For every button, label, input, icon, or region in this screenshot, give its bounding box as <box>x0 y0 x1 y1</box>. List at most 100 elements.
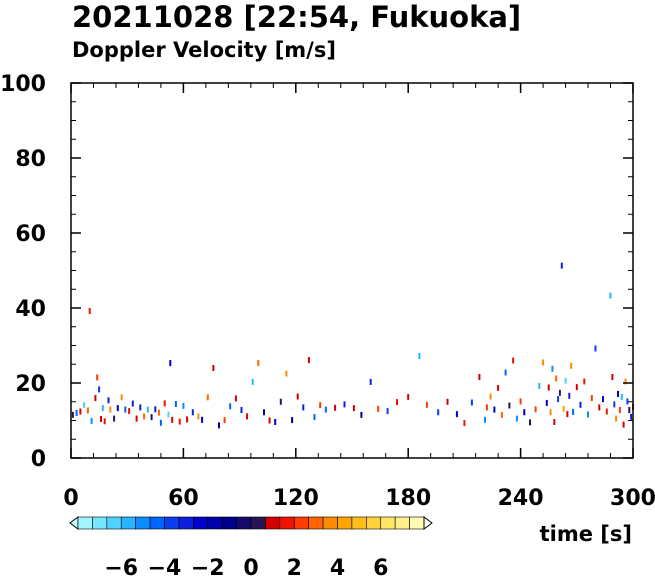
colorbar-tick-label: −6 <box>104 556 138 577</box>
velocity-point <box>478 374 481 380</box>
velocity-point <box>602 396 604 403</box>
velocity-point <box>201 416 204 423</box>
colorbar-tick-label: 4 <box>330 556 345 577</box>
velocity-point <box>171 416 174 423</box>
colorbar-bin <box>92 516 108 530</box>
velocity-point <box>94 395 97 401</box>
velocity-point <box>319 402 322 409</box>
velocity-point <box>463 420 466 427</box>
velocity-point <box>71 411 74 418</box>
velocity-point <box>547 384 550 391</box>
colorbar-bin <box>308 516 324 530</box>
x-tick-label: 120 <box>273 486 319 511</box>
velocity-point <box>120 394 123 401</box>
velocity-point <box>146 406 149 413</box>
x-tick-label: 300 <box>610 486 655 511</box>
colorbar-bin <box>193 516 209 530</box>
colorbar-bin <box>178 516 194 530</box>
velocity-point <box>624 378 627 385</box>
velocity-point <box>489 393 492 400</box>
colorbar-bin <box>394 516 410 530</box>
colorbar-bin <box>366 516 382 530</box>
velocity-point <box>124 406 127 413</box>
velocity-point <box>566 411 569 418</box>
velocity-point <box>605 408 608 415</box>
colorbar-bin <box>221 516 237 530</box>
colorbar: −6 −4 −2 0 2 4 6 <box>69 516 433 581</box>
y-tick-label: 100 <box>0 72 46 97</box>
velocity-point <box>575 384 578 391</box>
velocity-point <box>150 414 153 421</box>
velocity-point <box>500 411 503 418</box>
velocity-point <box>98 386 101 393</box>
velocity-point <box>549 409 552 416</box>
velocity-point <box>291 417 294 424</box>
velocity-point <box>263 409 265 416</box>
velocity-point <box>107 397 110 404</box>
chart-title: 20211028 [22:54, Fukuoka] <box>72 0 521 34</box>
velocity-point <box>579 401 582 408</box>
velocity-point <box>515 415 518 422</box>
velocity-point <box>159 419 162 426</box>
velocity-point <box>407 393 410 400</box>
velocity-point <box>324 406 327 413</box>
velocity-point <box>191 409 194 416</box>
colorbar-bin <box>207 516 223 530</box>
velocity-point <box>386 408 389 415</box>
velocity-point <box>360 411 363 418</box>
velocity-point <box>218 422 220 429</box>
y-tick-label: 20 <box>15 372 46 397</box>
velocity-point <box>100 416 102 422</box>
x-tick-label: 0 <box>63 486 78 511</box>
velocity-point <box>519 398 522 405</box>
velocity-point <box>197 413 200 420</box>
colorbar-high-arrow <box>423 516 433 530</box>
velocity-point <box>128 408 131 415</box>
velocity-point <box>529 419 531 426</box>
velocity-point <box>564 377 567 384</box>
velocity-point <box>246 413 249 420</box>
colorbar-bin <box>135 516 151 530</box>
velocity-point <box>615 415 618 422</box>
velocity-point <box>446 398 449 405</box>
colorbar-bin <box>322 516 338 530</box>
y-tick-label: 80 <box>15 147 46 172</box>
colorbar-tick-label: 6 <box>373 556 388 577</box>
colorbar-bin <box>120 516 136 530</box>
x-axis-label: time [s] <box>540 522 632 546</box>
y-tick-label: 0 <box>31 447 46 472</box>
velocity-point <box>455 411 458 418</box>
velocity-point <box>568 392 571 399</box>
colorbar-bin <box>236 516 252 530</box>
velocity-point <box>240 407 243 413</box>
velocity-point <box>609 292 612 299</box>
velocity-point <box>212 365 215 371</box>
colorbar-bin <box>77 516 93 530</box>
velocity-point <box>103 418 106 425</box>
velocity-point <box>598 404 601 411</box>
velocity-point <box>178 418 181 425</box>
velocity-point <box>560 262 563 269</box>
velocity-point <box>90 417 93 424</box>
velocity-point <box>154 406 157 413</box>
velocity-point <box>285 370 288 377</box>
colorbar-tick-label: 0 <box>243 556 258 577</box>
velocity-point <box>109 406 112 413</box>
colorbar-bin <box>380 516 396 530</box>
velocity-point <box>512 357 515 364</box>
velocity-point <box>113 415 116 422</box>
velocity-point <box>296 393 299 400</box>
velocity-point <box>257 360 260 367</box>
velocity-point <box>497 384 500 391</box>
velocity-point <box>135 415 138 422</box>
velocity-point <box>557 396 560 403</box>
velocity-point <box>583 378 586 385</box>
velocity-point <box>617 390 619 397</box>
colorbar-bin <box>351 516 367 530</box>
velocity-point <box>186 416 189 423</box>
velocity-point <box>101 405 104 412</box>
axis-layer: 0 60 120 180 240 300 0 20 40 60 80 100 <box>0 72 655 511</box>
velocity-point <box>206 394 209 401</box>
velocity-point <box>626 398 629 405</box>
